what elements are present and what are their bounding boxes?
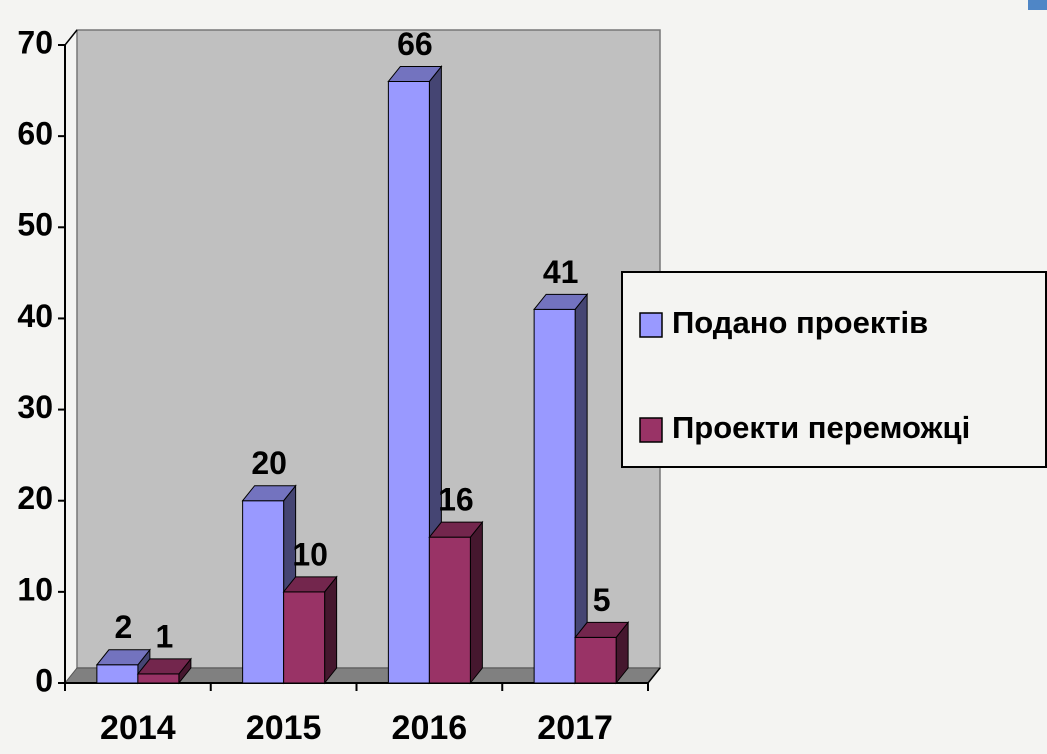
bar-top (282, 576, 338, 593)
y-tick-label: 40 (17, 298, 53, 334)
corner-accent (1028, 0, 1047, 10)
data-label: 20 (251, 445, 287, 481)
bar (574, 636, 617, 684)
bar-top (533, 293, 589, 310)
y-tick-label: 0 (35, 662, 53, 698)
legend-label: Проекти переможці (672, 410, 970, 445)
legend-swatch (639, 312, 663, 338)
x-tick-label: 2016 (392, 709, 468, 747)
y-tick-label: 10 (17, 571, 53, 607)
y-tick-label: 20 (17, 480, 53, 516)
bar-side (324, 575, 338, 685)
legend-box (621, 271, 1047, 468)
data-label: 1 (155, 618, 173, 654)
bar-top (241, 485, 297, 502)
bar (387, 80, 430, 684)
x-tick-label: 2017 (537, 709, 613, 747)
data-label: 66 (397, 26, 433, 62)
bar-top (428, 521, 484, 538)
bar-top (387, 65, 443, 82)
bar-top (136, 658, 192, 675)
bar-side (469, 520, 483, 685)
legend-label: Подано проектів (672, 305, 928, 340)
x-tick-label: 2014 (100, 709, 176, 747)
y-tick-label: 60 (17, 116, 53, 152)
y-axis-depth (64, 29, 78, 46)
bar-top (95, 649, 151, 666)
data-label: 16 (438, 482, 474, 518)
bar (137, 673, 180, 684)
bar (533, 308, 576, 684)
bar (428, 536, 471, 684)
bar (242, 500, 285, 684)
x-axis-depth (647, 667, 661, 684)
legend-swatch (639, 417, 663, 443)
y-tick-label: 50 (17, 207, 53, 243)
data-label: 10 (292, 536, 328, 572)
bar-top (574, 621, 630, 638)
y-tick-label: 30 (17, 389, 53, 425)
bar (96, 664, 139, 684)
x-tick-label: 2015 (246, 709, 322, 747)
y-tick-label: 70 (17, 24, 53, 60)
data-label: 2 (114, 609, 132, 645)
data-label: 41 (543, 254, 579, 290)
bar (283, 591, 326, 684)
data-label: 5 (593, 582, 611, 618)
